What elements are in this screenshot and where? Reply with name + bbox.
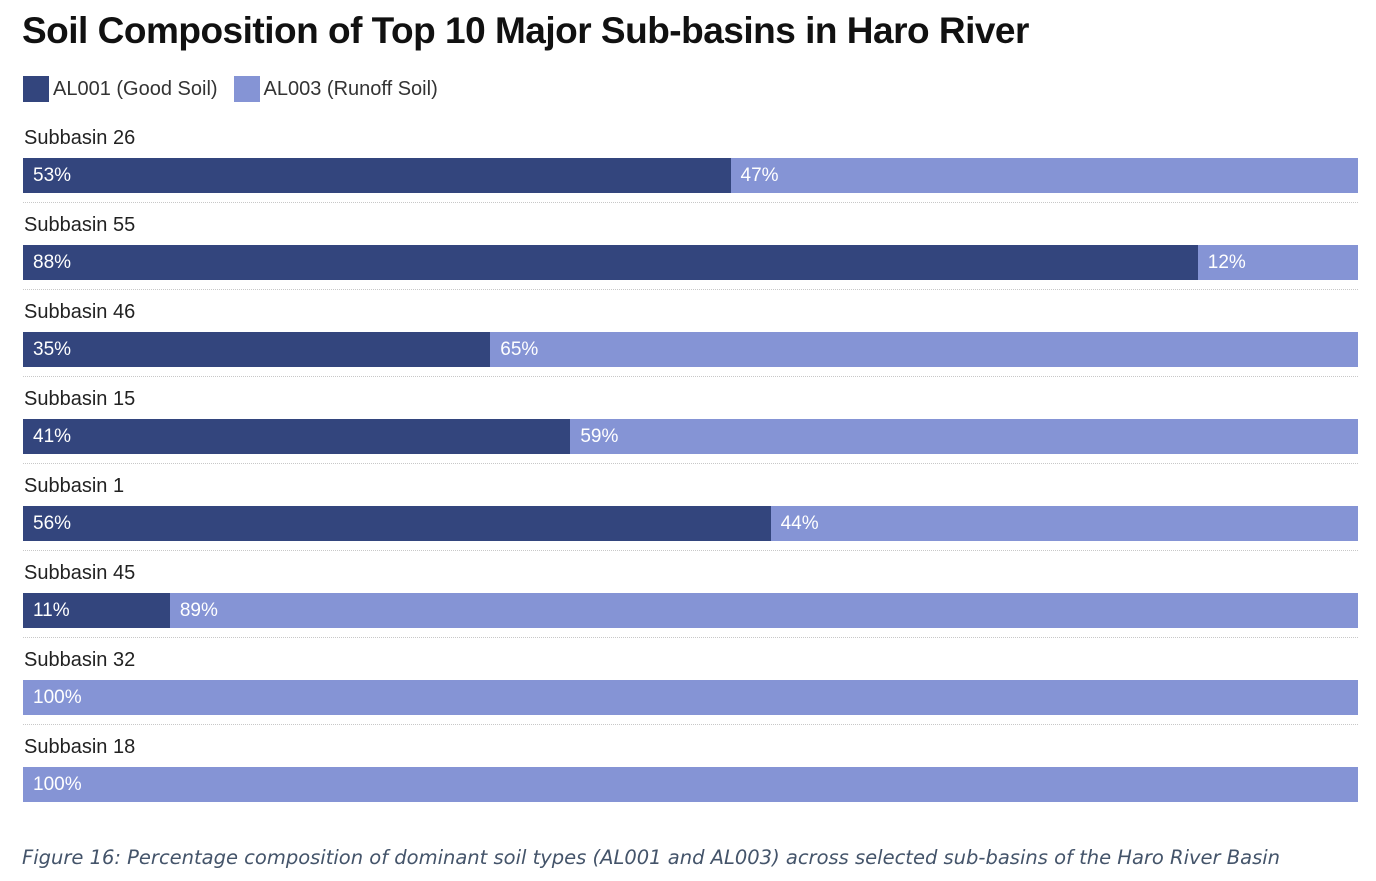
legend-swatch-al003	[233, 76, 260, 102]
stacked-bar: 56% 44%	[23, 506, 1358, 541]
bar-segment-al001: 11%	[23, 593, 170, 628]
data-label: 35%	[33, 338, 72, 360]
legend-item-al003: AL003 (Runoff Soil)	[233, 76, 438, 102]
bar-segment-al001: 56%	[23, 506, 771, 541]
stacked-bar: 88% 12%	[23, 245, 1358, 280]
bar-row: Subbasin 32 100%	[23, 646, 1358, 733]
category-label: Subbasin 26	[24, 127, 136, 149]
data-label: 88%	[33, 251, 72, 273]
figure-caption: Figure 16: Percentage composition of dom…	[22, 846, 1281, 869]
row-divider	[23, 463, 1358, 464]
category-label: Subbasin 45	[24, 562, 136, 584]
chart-title: Soil Composition of Top 10 Major Sub-bas…	[22, 10, 1029, 51]
row-divider	[23, 202, 1358, 203]
data-label: 11%	[33, 599, 70, 621]
bar-segment-al003: 100%	[23, 680, 1358, 715]
data-label: 89%	[179, 599, 218, 621]
row-divider	[23, 289, 1358, 290]
data-label: 41%	[33, 425, 72, 447]
data-label: 100%	[33, 686, 82, 708]
bar-segment-al003: 59%	[570, 419, 1358, 454]
data-label: 59%	[580, 425, 619, 447]
data-label: 56%	[33, 512, 72, 534]
stacked-bar: 53% 47%	[23, 158, 1358, 193]
bar-rows: Subbasin 26 53% 47% Subbasin 55 88% 12% Subbas…	[23, 124, 1358, 820]
row-divider	[23, 550, 1358, 551]
bar-segment-al003: 89%	[169, 593, 1358, 628]
bar-segment-al001: 88%	[23, 245, 1198, 280]
stacked-bar: 11% 89%	[23, 593, 1358, 628]
bar-segment-al003: 100%	[23, 767, 1358, 802]
category-label: Subbasin 15	[24, 388, 136, 410]
legend-label-al001: AL001 (Good Soil)	[53, 77, 218, 100]
data-label: 47%	[740, 164, 779, 186]
stacked-bar: 100%	[23, 680, 1358, 715]
stacked-bar: 100%	[23, 767, 1358, 802]
legend-label-al003: AL003 (Runoff Soil)	[263, 77, 438, 100]
bar-row: Subbasin 45 11% 89%	[23, 559, 1358, 646]
bar-row: Subbasin 46 35% 65%	[23, 298, 1358, 385]
bar-row: Subbasin 1 56% 44%	[23, 472, 1358, 559]
row-divider	[23, 376, 1358, 377]
bar-segment-al001: 53%	[23, 158, 731, 193]
legend-item-al001: AL001 (Good Soil)	[23, 76, 218, 102]
bar-segment-al003: 44%	[770, 506, 1358, 541]
data-label: 44%	[780, 512, 819, 534]
bar-row: Subbasin 18 100%	[23, 733, 1358, 820]
row-divider	[23, 724, 1358, 725]
stacked-bar: 35% 65%	[23, 332, 1358, 367]
bar-row: Subbasin 26 53% 47%	[23, 124, 1358, 211]
bar-segment-al001: 35%	[23, 332, 491, 367]
category-label: Subbasin 18	[24, 736, 136, 758]
category-label: Subbasin 55	[24, 214, 136, 236]
category-label: Subbasin 32	[24, 649, 136, 671]
data-label: 100%	[33, 773, 82, 795]
bar-row: Subbasin 55 88% 12%	[23, 211, 1358, 298]
data-label: 53%	[33, 164, 72, 186]
row-divider	[23, 637, 1358, 638]
bar-segment-al001: 41%	[23, 419, 571, 454]
category-label: Subbasin 46	[24, 301, 136, 323]
bar-row: Subbasin 15 41% 59%	[23, 385, 1358, 472]
category-label: Subbasin 1	[24, 475, 125, 497]
legend-swatch-al001	[23, 76, 49, 102]
stacked-bar: 41% 59%	[23, 419, 1358, 454]
bar-segment-al003: 47%	[730, 158, 1358, 193]
chart-legend: AL001 (Good Soil) AL003 (Runoff Soil)	[23, 76, 454, 102]
bar-segment-al003: 12%	[1197, 245, 1358, 280]
bar-segment-al003: 65%	[490, 332, 1358, 367]
data-label: 12%	[1207, 251, 1246, 273]
data-label: 65%	[500, 338, 539, 360]
